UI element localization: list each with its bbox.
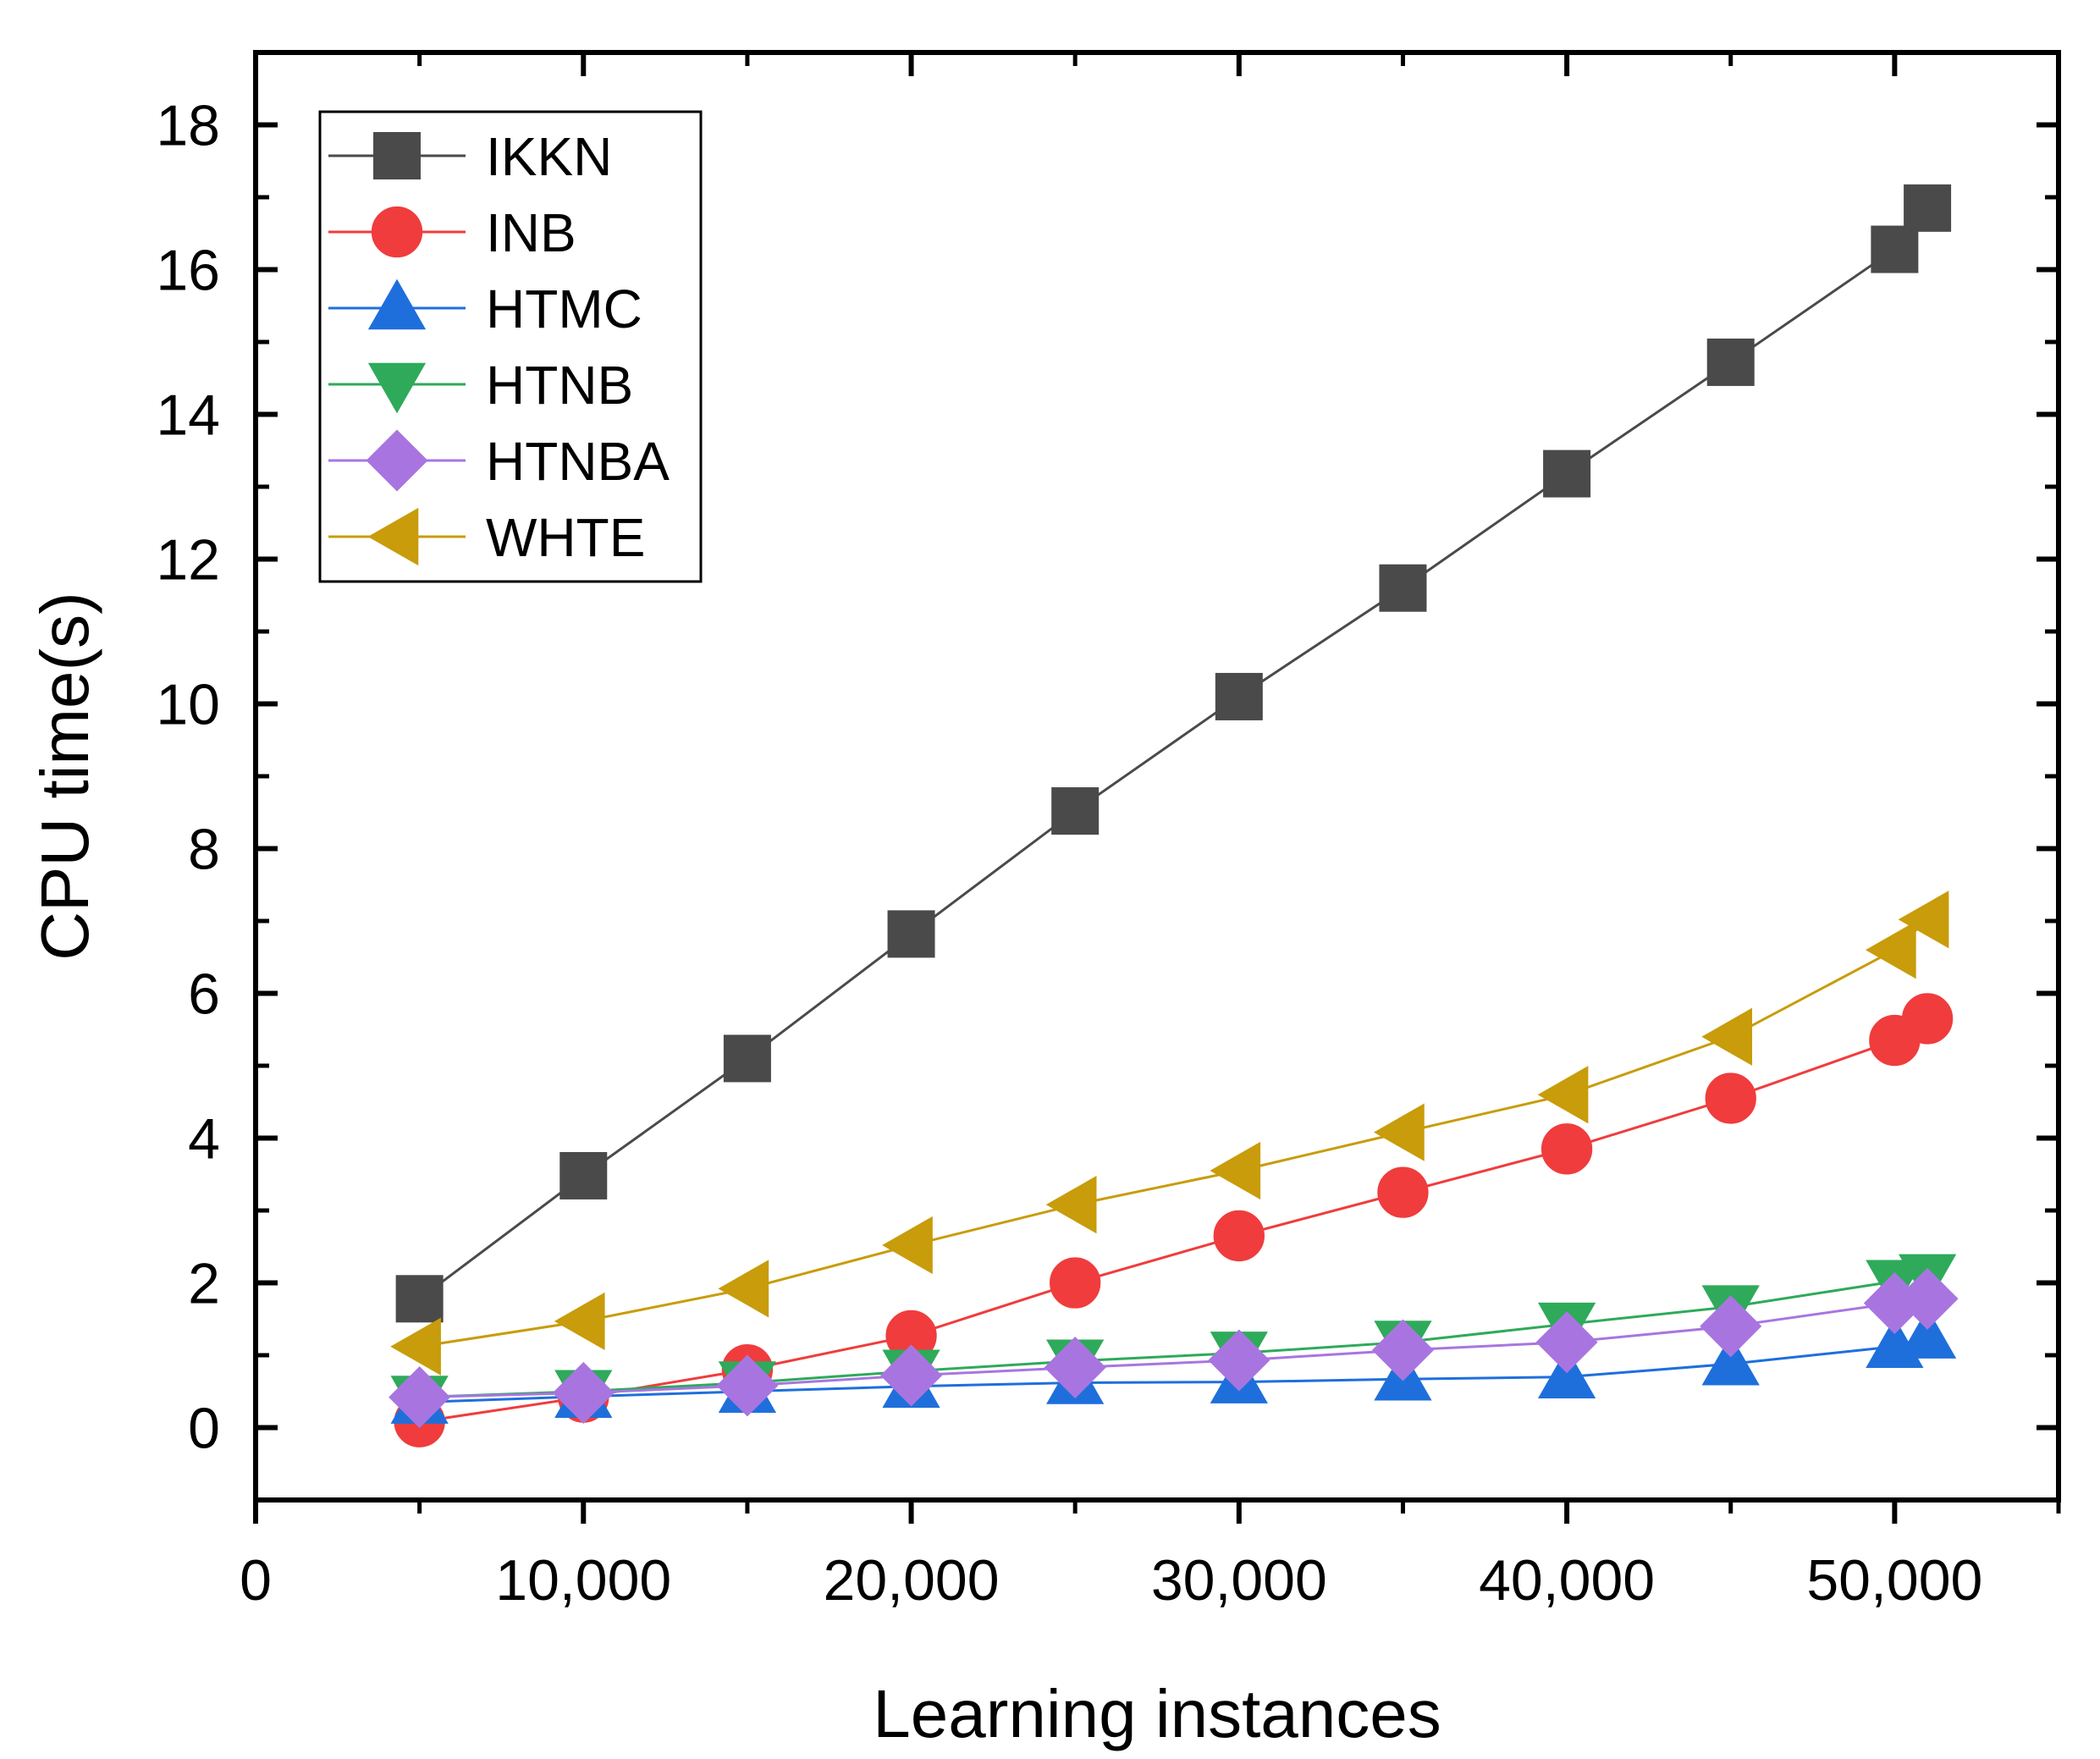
data-point-ikkn <box>395 1275 444 1323</box>
legend-marker-htnba <box>366 429 428 492</box>
data-point-inb <box>1705 1072 1756 1124</box>
x-tick-label: 10,000 <box>495 1548 671 1613</box>
data-point-htnba <box>1700 1295 1762 1358</box>
y-tick-label: 6 <box>188 962 220 1027</box>
data-point-inb <box>1050 1257 1101 1309</box>
y-tick-label: 14 <box>156 383 220 448</box>
legend-marker-htnb <box>367 362 427 414</box>
legend-label-htnb: HTNB <box>486 355 633 416</box>
data-point-htnba <box>716 1354 779 1417</box>
data-point-ikkn <box>1379 564 1427 612</box>
legend-label-ikkn: IKKN <box>486 126 612 187</box>
x-tick-label: 0 <box>240 1548 272 1613</box>
data-point-ikkn <box>1871 225 1919 273</box>
y-tick-label: 4 <box>188 1107 220 1172</box>
data-point-htnba <box>1208 1329 1270 1392</box>
legend-label-inb: INB <box>486 202 576 263</box>
data-point-whte <box>1374 1103 1425 1161</box>
legend-marker-whte <box>367 507 419 566</box>
series-line-htnb <box>419 1274 1928 1399</box>
x-tick-label: 30,000 <box>1151 1548 1327 1613</box>
data-point-htnba <box>552 1361 615 1424</box>
data-point-whte <box>554 1292 605 1350</box>
data-point-whte <box>1865 921 1916 979</box>
y-tick-label: 2 <box>188 1252 220 1316</box>
legend-label-whte: WHTE <box>486 507 645 568</box>
data-point-htnba <box>1535 1311 1598 1374</box>
x-tick-label: 40,000 <box>1479 1548 1655 1613</box>
y-tick-label: 8 <box>188 818 220 882</box>
x-tick-label: 50,000 <box>1806 1548 1982 1613</box>
legend-box <box>318 110 703 583</box>
series-line-htmc <box>419 1336 1928 1404</box>
data-point-ikkn <box>1904 184 1952 232</box>
series-line-whte <box>419 918 1929 1348</box>
data-point-inb <box>1541 1123 1593 1175</box>
data-point-inb <box>1213 1210 1265 1262</box>
data-point-htmc <box>1701 1334 1760 1386</box>
legend-marker-ikkn <box>373 132 421 179</box>
data-point-ikkn <box>1215 672 1263 720</box>
x-tick-label: 20,000 <box>824 1548 1000 1613</box>
legend-label-htmc: HTMC <box>486 278 642 339</box>
series-line-inb <box>419 1017 1928 1424</box>
data-point-ikkn <box>887 910 935 958</box>
legend-label-htnba: HTNBA <box>486 431 670 492</box>
data-point-whte <box>1537 1066 1589 1124</box>
data-point-htnba <box>1044 1337 1106 1399</box>
data-point-inb <box>1901 993 1954 1045</box>
data-point-htnba <box>880 1344 943 1407</box>
data-point-htnba <box>1896 1267 1959 1330</box>
y-tick-label: 18 <box>156 94 220 158</box>
data-point-htmc <box>1537 1348 1596 1398</box>
y-axis-title: CPU time(s) <box>27 592 102 961</box>
data-point-ikkn <box>1706 338 1755 386</box>
legend-marker-inb <box>371 206 423 258</box>
data-point-whte <box>1898 891 1949 949</box>
data-point-ikkn <box>1543 449 1591 498</box>
data-point-whte <box>390 1317 441 1376</box>
x-axis-title: Learning instances <box>873 1676 1441 1751</box>
data-point-ikkn <box>723 1034 771 1083</box>
data-point-htnba <box>1371 1319 1434 1381</box>
y-tick-label: 0 <box>188 1397 220 1461</box>
data-point-htnba <box>389 1366 451 1429</box>
data-point-ikkn <box>1051 787 1100 835</box>
data-point-htmc <box>1898 1308 1957 1359</box>
y-tick-label: 16 <box>156 239 220 303</box>
y-tick-label: 10 <box>156 673 220 737</box>
data-point-whte <box>718 1260 769 1318</box>
y-tick-label: 12 <box>156 528 220 593</box>
data-point-whte <box>1701 1007 1753 1066</box>
data-point-whte <box>1210 1141 1261 1200</box>
data-point-whte <box>882 1216 933 1275</box>
data-point-ikkn <box>559 1151 608 1199</box>
data-point-whte <box>1045 1176 1097 1234</box>
data-point-inb <box>1377 1166 1429 1218</box>
legend-marker-htmc <box>367 278 427 330</box>
